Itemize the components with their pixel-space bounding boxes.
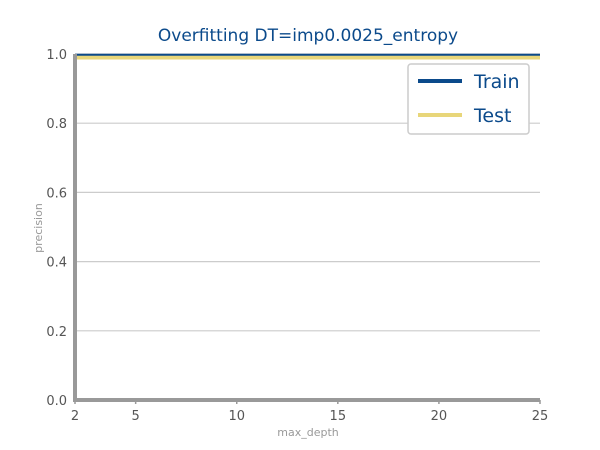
x-tick-label-5: 25: [532, 409, 549, 424]
chart-title: Overfitting DT=imp0.0025_entropy: [158, 26, 458, 46]
y-tick-label-1: 0.2: [46, 325, 67, 340]
y-tick-label-4: 0.8: [46, 117, 67, 132]
y-tick-label-2: 0.4: [46, 256, 67, 271]
y-axis-label: precision: [32, 203, 45, 253]
legend-label-test: Test: [473, 105, 511, 127]
x-tick-label-1: 5: [132, 409, 140, 424]
tick-labels: 0.00.20.40.60.81.02 5 10 15 20 25: [46, 48, 548, 424]
legend-label-train: Train: [473, 71, 520, 93]
x-tick-label-0: 2: [71, 409, 79, 424]
legend: Train Test: [407, 63, 530, 135]
x-axis-label: max_depth: [277, 426, 339, 439]
y-tick-label-0: 0.0: [46, 394, 67, 409]
axes: [73, 54, 541, 404]
y-tick-label-3: 0.6: [46, 186, 67, 201]
y-tick-label-5: 1.0: [46, 48, 67, 63]
x-tick-label-4: 20: [431, 409, 448, 424]
x-tick-label-2: 10: [228, 409, 245, 424]
x-tick-label-3: 15: [330, 409, 347, 424]
series-layer: [75, 53, 540, 60]
